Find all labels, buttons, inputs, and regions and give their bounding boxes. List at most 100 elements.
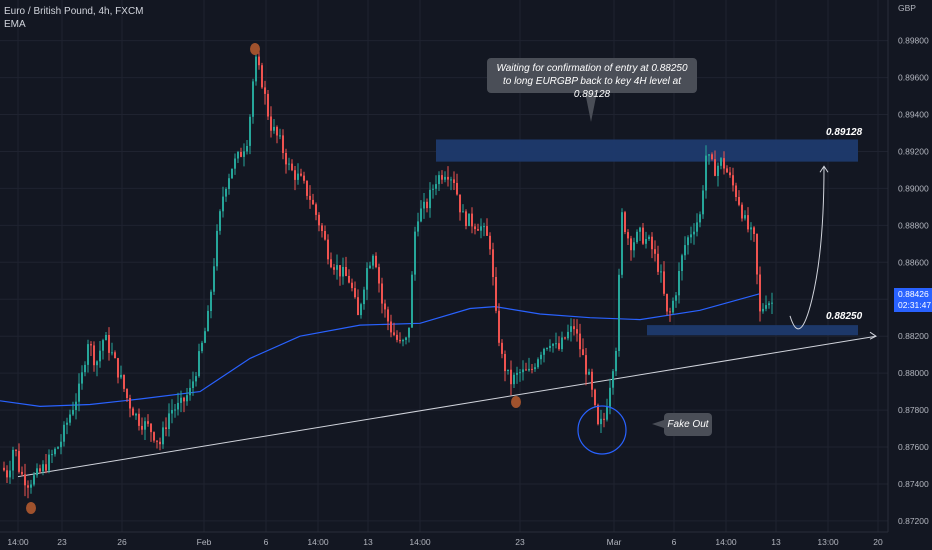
time-tick-label: 13 (363, 537, 373, 547)
candle-body (738, 197, 740, 205)
time-tick-label: 23 (57, 537, 67, 547)
candle-body (24, 474, 26, 486)
horizontal-grid (0, 40, 888, 522)
entry-callout[interactable]: Waiting for confirmation of entry at 0.8… (487, 58, 697, 100)
candle-body (735, 185, 737, 197)
candle-body (96, 361, 98, 366)
candle-body (165, 427, 167, 429)
candle-body (186, 395, 188, 402)
price-tick-label: 0.89400 (898, 110, 929, 120)
indicator-label[interactable]: EMA (4, 19, 26, 30)
price-tick-label: 0.89200 (898, 146, 929, 156)
candle-body (648, 236, 650, 239)
candle-body (546, 348, 548, 349)
candle-body (573, 326, 575, 330)
candle-body (351, 282, 353, 289)
candle-body (600, 418, 602, 425)
candle-body (117, 358, 119, 378)
candle-body (768, 303, 770, 306)
bar-countdown: 02:31:47 (898, 300, 932, 310)
candle-body (12, 449, 14, 471)
candle-body (234, 158, 236, 169)
candle-body (489, 235, 491, 250)
candle-body (483, 226, 485, 228)
candle-body (270, 116, 272, 131)
candle-body (189, 387, 191, 396)
candle-body (576, 329, 578, 334)
candle-body (300, 173, 302, 176)
price-tick-label: 0.87400 (898, 479, 929, 489)
candle-body (438, 175, 440, 185)
candle-body (42, 464, 44, 472)
candle-body (18, 450, 20, 472)
candle-body (594, 389, 596, 405)
candle-body (198, 351, 200, 377)
upper-level-label: 0.89128 (826, 127, 863, 138)
candle-body (252, 81, 254, 117)
candle-body (720, 158, 722, 166)
candle-body (399, 339, 401, 342)
price-tick-label: 0.87600 (898, 442, 929, 452)
price-tick-label: 0.88200 (898, 331, 929, 341)
candle-body (429, 189, 431, 209)
candle-body (771, 302, 773, 304)
ascending-trendline[interactable] (17, 335, 877, 478)
fakeout-circle[interactable] (577, 405, 627, 455)
candle-body (459, 194, 461, 213)
projection-arrow[interactable] (789, 166, 825, 330)
fakeout-callout[interactable]: Fake Out (664, 413, 712, 436)
candle-body (606, 406, 608, 420)
time-tick-label: Mar (607, 537, 622, 547)
candle-body (639, 227, 641, 232)
candle-body (633, 242, 635, 251)
support-zone[interactable] (647, 325, 858, 336)
time-tick-label: 6 (672, 537, 677, 547)
candle-body (477, 229, 479, 231)
candle-body (87, 344, 89, 365)
candle-body (660, 271, 662, 273)
candle-body (369, 265, 371, 269)
candle-body (201, 342, 203, 352)
price-tick-label: 0.89800 (898, 36, 929, 46)
candle-body (408, 327, 410, 338)
price-tick-labels: 0.89800 0.89600 0.89400 0.89200 0.89000 0.888… (898, 36, 929, 526)
swing-high-marker[interactable] (250, 43, 260, 55)
candle-body (357, 297, 359, 315)
candle-body (708, 154, 710, 156)
candle-body (618, 274, 620, 351)
swing-low-marker-mid[interactable] (511, 396, 521, 408)
candle-body (591, 371, 593, 390)
current-price-tag[interactable]: 0.88426 02:31:47 (894, 288, 932, 312)
candle-body (162, 427, 164, 445)
candle-body (432, 188, 434, 190)
candle-body (153, 432, 155, 441)
candle-body (291, 163, 293, 171)
resistance-zone[interactable] (436, 139, 858, 162)
candle-body (510, 369, 512, 385)
candle-body (492, 249, 494, 277)
candle-body (507, 369, 509, 371)
ema-line (0, 293, 761, 408)
candle-body (57, 447, 59, 449)
candle-body (435, 184, 437, 189)
candle-body (66, 422, 68, 425)
swing-low-marker-left[interactable] (26, 502, 36, 514)
candle-body (414, 231, 416, 275)
candle-body (90, 344, 92, 346)
candle-body (84, 364, 86, 373)
candle-body (237, 152, 239, 159)
candle-body (621, 212, 623, 275)
candle-body (111, 352, 113, 354)
candle-body (522, 369, 524, 373)
candle-body (669, 311, 671, 313)
candle-body (39, 468, 41, 472)
price-axis[interactable]: GBP (887, 0, 916, 532)
candle-body (330, 259, 332, 268)
candle-body (612, 371, 614, 388)
candle-body (585, 355, 587, 375)
candle-body (228, 178, 230, 189)
candle-body (366, 268, 368, 290)
candle-body (543, 348, 545, 355)
symbol-title[interactable]: Euro / British Pound, 4h, FXCM (4, 6, 144, 17)
